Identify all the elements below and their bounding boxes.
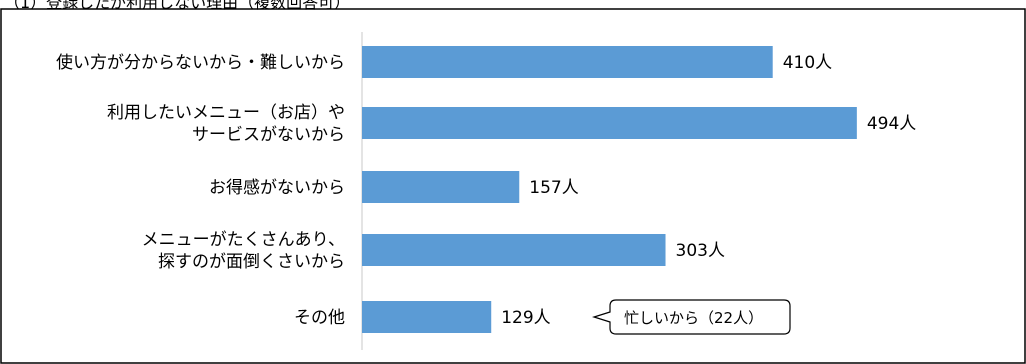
chart-title: （1）登録したが利用しない理由（複数回答可） [4, 0, 350, 12]
bar [362, 234, 666, 266]
plot-frame [0, 8, 1026, 364]
bar [362, 107, 857, 139]
data-label: 494人 [867, 114, 916, 134]
category-label: 使い方が分からないから・難しいから [56, 52, 345, 73]
annotation-callout [591, 299, 791, 335]
data-label: 157人 [529, 178, 578, 198]
category-label: その他 [294, 308, 345, 328]
data-label: 410人 [783, 53, 832, 73]
category-label: お得感がないから [209, 178, 345, 198]
category-label: 探すのが面倒くさいから [158, 252, 345, 272]
category-label: 利用したいメニュー（お店）や [107, 103, 345, 123]
bar [362, 301, 492, 333]
category-label: メニューがたくさんあり、 [142, 230, 345, 250]
category-label: サービスがないから [192, 125, 345, 145]
data-label: 129人 [501, 308, 550, 328]
bar [362, 171, 520, 203]
bar [362, 46, 773, 78]
annotation-text: 忙しいから（22人） [624, 309, 763, 327]
data-label: 303人 [676, 241, 725, 261]
